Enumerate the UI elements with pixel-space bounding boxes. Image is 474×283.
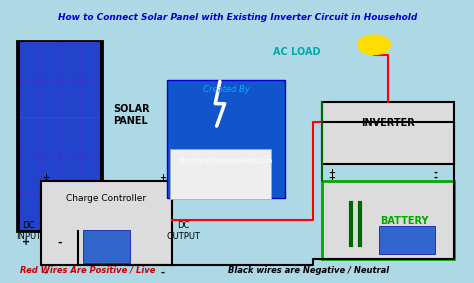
- FancyBboxPatch shape: [20, 192, 39, 230]
- Text: DC
INPUT: DC INPUT: [16, 222, 41, 241]
- Text: -: -: [433, 173, 437, 183]
- FancyBboxPatch shape: [167, 80, 285, 198]
- FancyBboxPatch shape: [40, 42, 59, 79]
- FancyBboxPatch shape: [322, 181, 454, 259]
- Text: SOLAR
PANEL: SOLAR PANEL: [113, 104, 150, 126]
- FancyBboxPatch shape: [60, 192, 79, 230]
- Text: How to Connect Solar Panel with Existing Inverter Circuit in Household: How to Connect Solar Panel with Existing…: [58, 13, 418, 22]
- FancyBboxPatch shape: [170, 149, 271, 199]
- FancyBboxPatch shape: [60, 42, 79, 79]
- Text: +: +: [328, 173, 335, 183]
- Text: Created By: Created By: [203, 85, 249, 94]
- Circle shape: [357, 35, 391, 55]
- FancyBboxPatch shape: [60, 80, 79, 117]
- FancyBboxPatch shape: [17, 41, 101, 231]
- FancyBboxPatch shape: [20, 117, 39, 155]
- Text: +: +: [159, 173, 166, 183]
- Text: -: -: [43, 268, 47, 278]
- Text: AC LOAD: AC LOAD: [273, 47, 320, 57]
- FancyBboxPatch shape: [20, 80, 39, 117]
- FancyBboxPatch shape: [80, 192, 99, 230]
- FancyBboxPatch shape: [40, 80, 59, 117]
- FancyBboxPatch shape: [40, 192, 59, 230]
- FancyBboxPatch shape: [80, 42, 99, 79]
- FancyBboxPatch shape: [40, 181, 172, 265]
- Text: +: +: [42, 173, 49, 183]
- Text: BATTERY: BATTERY: [380, 216, 429, 226]
- FancyBboxPatch shape: [322, 102, 454, 164]
- Text: Charge Controller: Charge Controller: [66, 194, 146, 203]
- FancyBboxPatch shape: [80, 80, 99, 117]
- FancyBboxPatch shape: [80, 155, 99, 192]
- FancyBboxPatch shape: [40, 117, 59, 155]
- Text: Electrical.Basaronweb.com: Electrical.Basaronweb.com: [179, 158, 273, 164]
- Text: -: -: [161, 268, 164, 278]
- Text: +: +: [22, 237, 30, 247]
- FancyBboxPatch shape: [40, 155, 59, 192]
- Text: Black wires are Negative / Neutral: Black wires are Negative / Neutral: [228, 266, 389, 275]
- FancyBboxPatch shape: [379, 226, 435, 254]
- FancyBboxPatch shape: [83, 230, 130, 263]
- Text: -: -: [57, 237, 62, 247]
- FancyBboxPatch shape: [20, 155, 39, 192]
- Text: INVERTER: INVERTER: [361, 118, 415, 128]
- Text: Red Wires Are Positive / Live: Red Wires Are Positive / Live: [20, 266, 155, 275]
- FancyBboxPatch shape: [60, 155, 79, 192]
- Text: +: +: [328, 168, 335, 177]
- Text: -: -: [433, 167, 437, 177]
- Text: DC
OUTPUT: DC OUTPUT: [167, 222, 201, 241]
- FancyBboxPatch shape: [80, 117, 99, 155]
- FancyBboxPatch shape: [20, 42, 39, 79]
- FancyBboxPatch shape: [60, 117, 79, 155]
